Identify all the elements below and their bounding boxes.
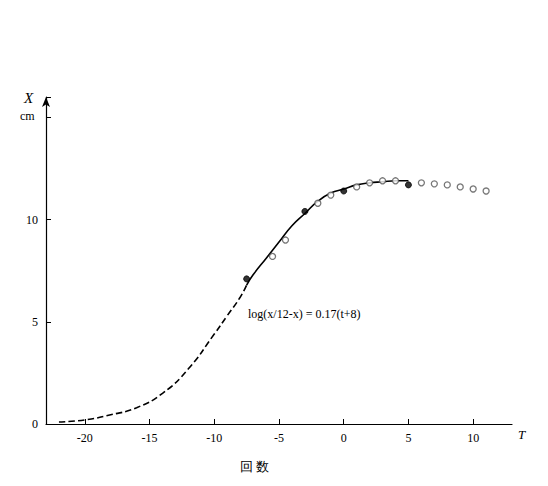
svg-text:-5: -5 <box>274 431 284 445</box>
svg-text:0: 0 <box>32 417 38 431</box>
svg-text:-20: -20 <box>77 431 93 445</box>
svg-text:5: 5 <box>32 315 38 329</box>
svg-text:-10: -10 <box>206 431 222 445</box>
svg-text:10: 10 <box>467 431 479 445</box>
svg-text:cm: cm <box>20 109 35 123</box>
svg-text:0: 0 <box>341 431 347 445</box>
svg-text:X: X <box>23 90 34 106</box>
svg-text:10: 10 <box>26 213 38 227</box>
svg-text:log(x/12-x) = 0.17(t+8): log(x/12-x) = 0.17(t+8) <box>248 307 361 321</box>
svg-text:回 数: 回 数 <box>240 459 269 474</box>
svg-text:T: T <box>518 427 526 442</box>
svg-text:-15: -15 <box>142 431 158 445</box>
svg-text:5: 5 <box>405 431 411 445</box>
